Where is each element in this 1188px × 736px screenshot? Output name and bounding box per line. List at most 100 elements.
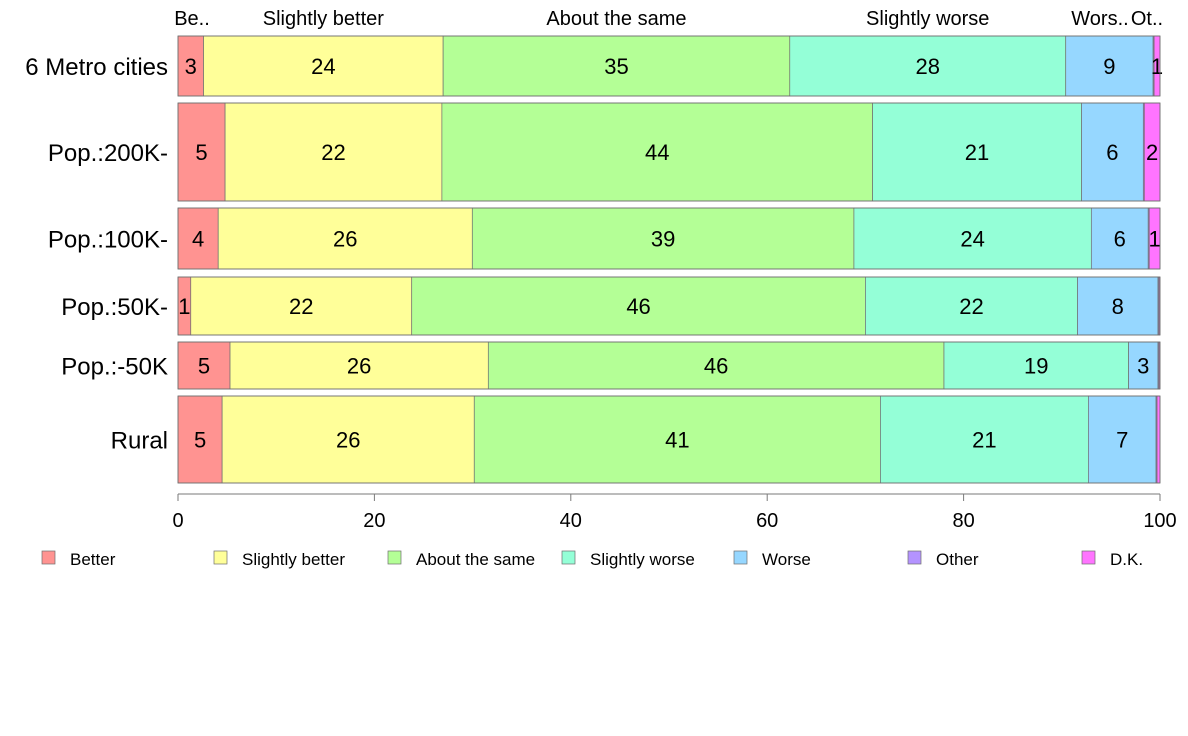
bar-segment	[1077, 276, 1159, 336]
data-label: 39	[651, 227, 675, 252]
top-label: Slightly better	[263, 8, 385, 30]
legend-swatch	[561, 550, 576, 565]
category-label: Pop.:-50K	[61, 354, 168, 381]
top-label: Be..	[174, 8, 210, 30]
data-label: 41	[665, 428, 689, 453]
data-label: 26	[333, 227, 357, 252]
bar-group: 3 24 35 28 9 1	[177, 35, 1163, 97]
data-label: 21	[972, 428, 996, 453]
legend-label: D.K.	[1110, 550, 1143, 569]
data-label: 9	[1103, 54, 1115, 79]
data-label: 26	[347, 354, 371, 379]
data-label: 1	[1148, 227, 1160, 252]
data-label: 2	[1146, 140, 1158, 165]
legend-swatch	[907, 550, 922, 565]
data-label: 22	[959, 294, 983, 319]
bar-segment	[865, 276, 1078, 336]
bar-outline	[177, 341, 1161, 390]
data-label: 5	[195, 140, 207, 165]
legend-label: About the same	[416, 550, 535, 569]
x-tick-label: 20	[363, 510, 385, 532]
bar-segment	[177, 35, 204, 97]
data-label: 6	[1106, 140, 1118, 165]
legend-label: Better	[70, 550, 116, 569]
legend-swatch	[1081, 550, 1096, 565]
bar-segment	[1081, 102, 1144, 202]
x-tick-label: 0	[172, 510, 183, 532]
bar-outline	[177, 207, 1161, 270]
legend-swatch	[41, 550, 56, 565]
bar-segment	[411, 276, 866, 336]
x-tick-label: 80	[952, 510, 974, 532]
category-label: Pop.:50K-	[61, 294, 168, 321]
bar-segment	[473, 395, 881, 484]
bar-segment	[177, 395, 223, 484]
x-tick-label: 100	[1143, 510, 1176, 532]
data-label: 5	[194, 428, 206, 453]
bar-segment	[224, 102, 443, 202]
top-label: Slightly worse	[866, 8, 989, 30]
bar-outline	[177, 276, 1161, 336]
data-label: 24	[311, 54, 335, 79]
bar-segment	[1128, 341, 1159, 390]
legend-swatch	[213, 550, 228, 565]
bar-outline	[177, 395, 1161, 484]
data-label: 22	[321, 140, 345, 165]
top-label: About the same	[546, 8, 686, 30]
bar-segment	[487, 341, 945, 390]
bar-segment	[789, 35, 1067, 97]
legend-label: Slightly worse	[590, 550, 695, 569]
data-label: 46	[704, 354, 728, 379]
top-label: Wors..	[1071, 8, 1128, 30]
data-label: 7	[1116, 428, 1128, 453]
bar-segment	[217, 207, 473, 270]
data-label: 5	[198, 354, 210, 379]
bar-outline	[177, 102, 1161, 202]
bar-segment	[872, 102, 1082, 202]
data-label: 1	[1151, 54, 1163, 79]
category-label: Pop.:100K-	[48, 227, 168, 254]
top-label: Ot..	[1131, 8, 1163, 30]
bar-segment	[203, 35, 444, 97]
bar-segment	[1065, 35, 1154, 97]
bar-group: 5 26 41 21 7	[177, 395, 1161, 484]
category-label: Rural	[111, 428, 168, 455]
data-label: 26	[336, 428, 360, 453]
data-label: 6	[1114, 227, 1126, 252]
data-label: 21	[965, 140, 989, 165]
bar-segment	[229, 341, 489, 390]
data-label: 3	[185, 54, 197, 79]
bar-group: 5 26 46 19 3	[177, 341, 1161, 390]
x-tick-label: 40	[560, 510, 582, 532]
data-label: 28	[916, 54, 940, 79]
bar-segment	[1088, 395, 1157, 484]
legend-label: Slightly better	[242, 550, 345, 569]
data-label: 8	[1112, 294, 1124, 319]
bar-segment	[943, 341, 1129, 390]
legend-label: Other	[936, 550, 979, 569]
bar-outline	[177, 35, 1161, 97]
bar-group: 5 22 44 21 6 2	[177, 102, 1161, 202]
data-label: 24	[960, 227, 984, 252]
bar-segment	[853, 207, 1092, 270]
data-label: 4	[192, 227, 204, 252]
legend-label: Worse	[762, 550, 811, 569]
bar-segment	[221, 395, 475, 484]
bar-segment	[1090, 207, 1149, 270]
data-label: 46	[626, 294, 650, 319]
x-tick-label: 60	[756, 510, 778, 532]
bar-group: 1 22 46 22 8	[177, 276, 1161, 336]
data-label: 3	[1137, 354, 1149, 379]
data-label: 35	[604, 54, 628, 79]
data-label: 1	[178, 294, 190, 319]
data-label: 22	[289, 294, 313, 319]
data-label: 19	[1024, 354, 1048, 379]
bar-segment	[1156, 395, 1161, 484]
bar-group: 4 26 39 24 6 1	[177, 207, 1161, 270]
data-label: 44	[645, 140, 669, 165]
bar-segment	[177, 207, 219, 270]
category-label: Pop.:200K-	[48, 140, 168, 167]
legend-swatch	[733, 550, 748, 565]
